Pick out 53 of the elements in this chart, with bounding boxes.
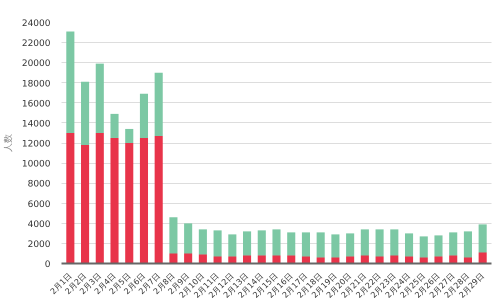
bar xyxy=(154,136,163,264)
bar xyxy=(214,230,222,256)
bar xyxy=(243,231,252,256)
bar xyxy=(184,223,192,254)
bar xyxy=(258,230,266,256)
bar xyxy=(96,64,104,133)
bar xyxy=(169,217,178,254)
bar xyxy=(316,232,325,258)
bar xyxy=(110,114,119,138)
bar xyxy=(66,132,74,264)
bar xyxy=(81,82,90,146)
bar xyxy=(464,231,472,258)
y-tick-label: 12000 xyxy=(22,140,51,150)
bar xyxy=(258,255,266,264)
bar xyxy=(449,232,458,256)
bar xyxy=(331,234,340,258)
bar xyxy=(125,143,134,264)
y-tick-label: 14000 xyxy=(22,119,51,130)
y-tick-label: 6000 xyxy=(28,200,51,210)
y-tick-label: 2000 xyxy=(28,240,51,250)
bar xyxy=(287,232,296,256)
bar xyxy=(198,229,207,254)
bar xyxy=(154,72,163,136)
bar xyxy=(272,229,281,256)
bar xyxy=(478,224,487,252)
bar xyxy=(287,255,296,264)
bar xyxy=(66,32,74,133)
y-tick-label: 8000 xyxy=(28,180,51,190)
bar xyxy=(346,233,354,256)
y-tick-label: 20000 xyxy=(22,59,51,70)
bar xyxy=(449,255,458,264)
bar xyxy=(140,94,148,138)
y-tick-label: 16000 xyxy=(22,99,51,110)
bar xyxy=(404,233,414,256)
bar xyxy=(110,138,119,264)
bar xyxy=(390,229,398,256)
bar xyxy=(302,232,310,256)
y-axis-title: 人数 xyxy=(2,134,14,152)
bar xyxy=(360,229,369,256)
bar xyxy=(140,138,148,264)
bar xyxy=(96,132,104,264)
bar xyxy=(125,128,134,143)
y-tick-label: 24000 xyxy=(22,19,51,29)
bar xyxy=(420,236,428,258)
y-tick-label: 4000 xyxy=(28,220,51,230)
y-tick-label: 10000 xyxy=(22,160,51,170)
bar xyxy=(434,235,443,256)
y-tick-label: 18000 xyxy=(22,79,51,90)
bar xyxy=(376,229,384,256)
bar xyxy=(228,234,236,256)
bar xyxy=(81,145,90,264)
y-tick-label: 22000 xyxy=(22,39,51,50)
y-tick-label: 0 xyxy=(44,260,51,270)
